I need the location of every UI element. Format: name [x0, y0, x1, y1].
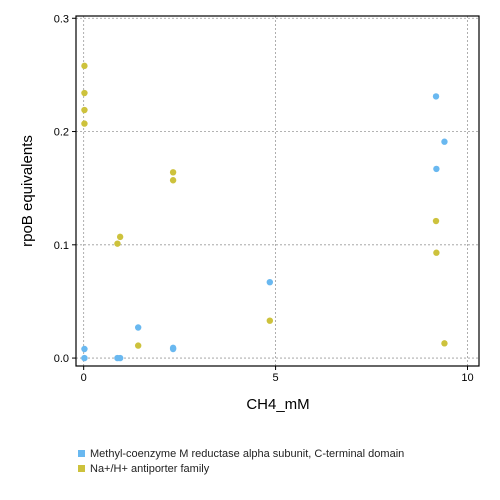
- y-tick-label: 0.0: [54, 353, 69, 365]
- axis-ticks: 0 5 10 0.0 0.1 0.2 0.3: [54, 13, 474, 384]
- data-point-antiporter: [169, 169, 177, 176]
- data-point-antiporter: [433, 249, 440, 256]
- legend-swatch-mcr: [78, 450, 85, 457]
- data-point-antiporter: [432, 217, 440, 225]
- grid-lines: [76, 16, 479, 366]
- data-point-mcr: [81, 354, 88, 362]
- data-point-antiporter: [169, 177, 177, 184]
- y-tick-label: 0.3: [54, 13, 69, 25]
- data-point-mcr: [116, 354, 124, 362]
- data-point-mcr: [441, 138, 448, 145]
- data-point-mcr: [134, 324, 142, 331]
- x-axis-title: CH4_mM: [246, 396, 309, 413]
- data-point-antiporter: [81, 62, 88, 70]
- data-point-antiporter: [266, 317, 274, 324]
- data-point-antiporter: [134, 342, 142, 349]
- legend-item-mcr: Methyl-coenzyme M reductase alpha subuni…: [78, 446, 404, 461]
- y-tick-label: 0.2: [54, 127, 69, 139]
- x-tick-label: 10: [461, 372, 473, 384]
- data-point-antiporter: [81, 89, 88, 97]
- data-point-antiporter: [116, 233, 124, 241]
- data-point-antiporter: [81, 120, 88, 127]
- data-point-mcr: [266, 278, 274, 286]
- legend-item-antiporter: Na+/H+ antiporter family: [78, 461, 404, 476]
- legend-swatch-antiporter: [78, 465, 85, 472]
- data-point-antiporter: [81, 106, 88, 114]
- x-tick-label: 0: [81, 372, 87, 384]
- legend-label-mcr: Methyl-coenzyme M reductase alpha subuni…: [90, 447, 405, 460]
- x-tick-label: 5: [273, 372, 279, 384]
- y-tick-label: 0.1: [54, 240, 69, 252]
- data-point-mcr: [432, 93, 440, 100]
- chart-legend: Methyl-coenzyme M reductase alpha subuni…: [78, 446, 404, 476]
- legend-label-antiporter: Na+/H+ antiporter family: [90, 462, 210, 475]
- data-point-mcr: [433, 165, 440, 173]
- y-axis-title: rpoB equivalents: [19, 135, 36, 247]
- data-point-antiporter: [114, 240, 121, 247]
- plot-frame: [75, 15, 480, 367]
- data-point-mcr: [169, 345, 177, 353]
- data-points: [81, 62, 448, 362]
- data-point-mcr: [81, 345, 88, 353]
- data-point-antiporter: [441, 340, 448, 347]
